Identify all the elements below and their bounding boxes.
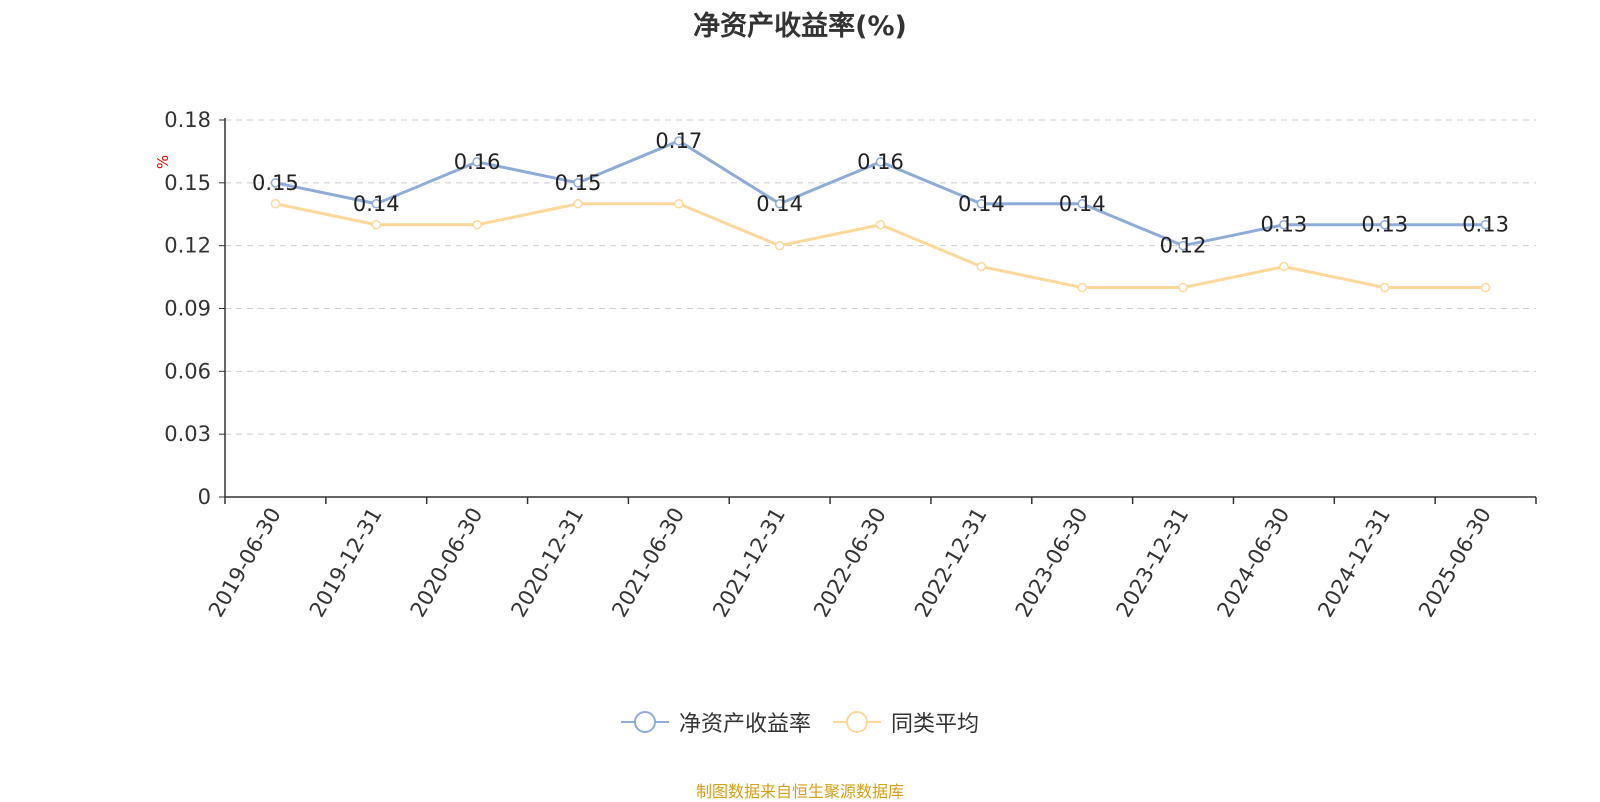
legend-item-roe[interactable]: 净资产收益率 <box>620 706 811 738</box>
y-axis-unit: % <box>154 155 172 169</box>
x-tick-label: 2023-06-30 <box>1011 504 1093 622</box>
data-point-peer-average <box>1178 282 1188 293</box>
legend: 净资产收益率 同类平均 <box>0 706 1600 738</box>
data-point-roe <box>1178 240 1188 251</box>
data-point-roe <box>472 157 482 167</box>
y-tick-label: 0 <box>198 485 211 509</box>
data-point-peer-average <box>1379 282 1390 293</box>
y-tick-label: 0.06 <box>164 359 211 383</box>
y-tick-label: 0.12 <box>164 234 211 258</box>
data-source-note: 制图数据来自恒生聚源数据库 <box>695 782 904 801</box>
x-tick-label: 2019-12-31 <box>305 504 387 622</box>
y-tick-label: 0.18 <box>164 108 211 132</box>
x-tick-label: 2020-12-31 <box>506 504 588 622</box>
legend-item-peer-average[interactable]: 同类平均 <box>833 706 979 738</box>
data-point-roe <box>774 199 785 209</box>
data-point-roe <box>1379 219 1390 230</box>
data-label-roe: 0.13 <box>1462 213 1509 237</box>
data-label-roe: 0.14 <box>756 192 803 216</box>
data-point-peer-average <box>270 199 281 209</box>
legend-marker-roe-icon <box>620 711 669 733</box>
data-point-peer-average <box>1077 282 1087 293</box>
x-tick-label: 2024-06-30 <box>1212 504 1294 622</box>
data-label-roe: 0.14 <box>1059 192 1106 216</box>
data-label-roe: 0.15 <box>252 171 299 195</box>
data-label-roe: 0.16 <box>857 150 904 174</box>
data-point-roe <box>674 136 684 146</box>
data-point-peer-average <box>1279 261 1289 272</box>
data-point-roe <box>270 178 281 188</box>
x-tick-label: 2024-12-31 <box>1313 504 1395 622</box>
data-label-roe: 0.12 <box>1160 234 1207 258</box>
data-label-roe: 0.13 <box>1261 213 1308 237</box>
legend-marker-peer-average-icon <box>833 711 881 733</box>
chart-title: 净资产收益率(%) <box>693 11 907 42</box>
x-tick-label: 2019-06-30 <box>204 504 286 622</box>
x-tick-label: 2020-06-30 <box>406 503 488 621</box>
y-tick-label: 0.03 <box>164 422 211 446</box>
data-point-roe <box>1077 199 1087 209</box>
data-point-peer-average <box>472 219 482 230</box>
data-point-peer-average <box>1480 282 1491 293</box>
x-tick-label: 2021-06-30 <box>607 504 689 622</box>
x-tick-label: 2023-12-31 <box>1112 504 1194 622</box>
data-point-roe <box>875 157 886 167</box>
data-point-roe <box>976 199 987 209</box>
x-tick-label: 2021-12-31 <box>708 504 790 622</box>
data-label-roe: 0.13 <box>1361 213 1408 237</box>
data-point-roe <box>1480 219 1491 230</box>
data-label-roe: 0.17 <box>655 129 702 153</box>
legend-label-peer-average: 同类平均 <box>891 712 980 737</box>
data-label-roe: 0.15 <box>555 171 602 195</box>
data-label-roe: 0.14 <box>353 192 400 216</box>
data-point-peer-average <box>573 199 583 209</box>
x-tick-label: 2025-06-30 <box>1414 504 1496 622</box>
y-tick-label: 0.15 <box>164 171 211 195</box>
legend-label-roe: 净资产收益率 <box>678 712 811 737</box>
data-point-roe <box>371 199 382 209</box>
x-tick-label: 2022-06-30 <box>809 504 891 622</box>
data-label-roe: 0.16 <box>454 150 501 174</box>
data-point-peer-average <box>371 219 382 230</box>
data-point-roe <box>573 178 583 188</box>
data-point-roe <box>1279 219 1289 230</box>
data-point-peer-average <box>774 240 785 251</box>
x-tick-label: 2022-12-31 <box>910 504 992 622</box>
data-point-peer-average <box>875 219 886 230</box>
y-tick-label: 0.09 <box>164 297 211 321</box>
data-point-peer-average <box>976 261 987 272</box>
data-point-peer-average <box>674 199 684 209</box>
data-label-roe: 0.14 <box>958 192 1005 216</box>
